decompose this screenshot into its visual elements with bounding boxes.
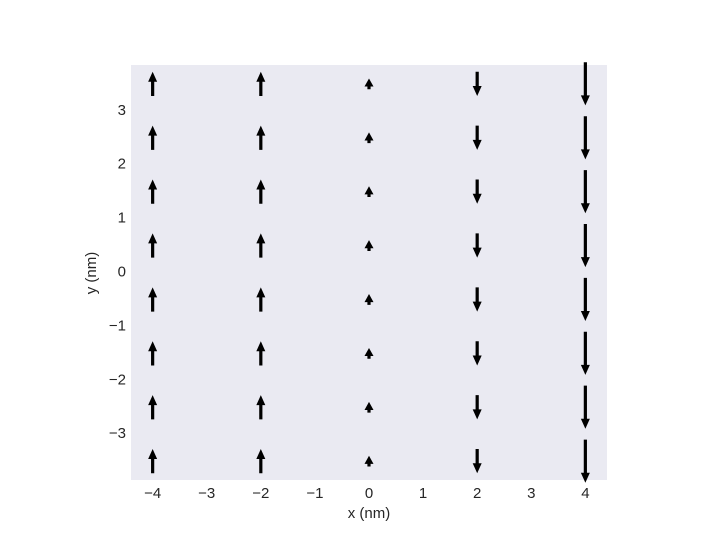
arrow	[364, 347, 374, 359]
y-tick-label: 1	[118, 210, 126, 227]
arrow	[580, 62, 590, 106]
arrow	[256, 449, 266, 474]
x-tick-label: 3	[527, 485, 535, 502]
arrow	[580, 331, 590, 375]
x-tick-label: 1	[419, 485, 427, 502]
x-axis-label: x (nm)	[348, 505, 391, 522]
arrow	[256, 287, 266, 312]
arrow	[256, 125, 266, 150]
arrow	[148, 71, 158, 96]
arrow	[364, 455, 374, 467]
arrow	[472, 71, 482, 96]
arrow	[472, 395, 482, 420]
y-axis-label: y (nm)	[83, 252, 100, 295]
arrow	[472, 341, 482, 366]
arrow	[148, 341, 158, 366]
y-tick-label: −1	[109, 317, 126, 334]
x-tick-label: −3	[198, 485, 215, 502]
arrow	[148, 395, 158, 420]
arrow	[580, 385, 590, 429]
arrow	[148, 125, 158, 150]
arrow	[580, 170, 590, 214]
arrow	[364, 294, 374, 305]
arrow	[256, 395, 266, 420]
arrow	[256, 71, 266, 96]
arrow	[256, 179, 266, 204]
arrow	[148, 233, 158, 258]
x-tick-label: 2	[473, 485, 481, 502]
y-tick-label: 0	[118, 263, 126, 280]
arrow	[148, 179, 158, 204]
x-tick-label: 0	[365, 485, 373, 502]
arrow	[472, 287, 482, 312]
x-tick-label: −1	[306, 485, 323, 502]
arrow	[580, 277, 590, 322]
arrow	[364, 78, 374, 90]
arrow	[580, 116, 590, 160]
y-tick-label: −2	[109, 371, 126, 388]
arrow	[148, 287, 158, 312]
arrow	[472, 125, 482, 150]
arrow	[364, 132, 374, 144]
arrow	[472, 449, 482, 474]
arrow	[256, 233, 266, 258]
x-tick-label: −4	[144, 485, 161, 502]
arrow	[472, 179, 482, 204]
y-tick-label: 2	[118, 156, 126, 173]
arrow	[364, 401, 374, 413]
arrow	[148, 449, 158, 474]
arrow	[364, 240, 374, 251]
arrow	[580, 439, 590, 483]
y-tick-label: −3	[109, 425, 126, 442]
arrow	[256, 341, 266, 366]
y-tick-label: 3	[118, 102, 126, 119]
plot-area	[131, 65, 607, 480]
arrow	[472, 233, 482, 258]
x-tick-label: 4	[581, 485, 589, 502]
x-tick-label: −2	[252, 485, 269, 502]
arrow	[364, 186, 374, 198]
arrow	[580, 223, 590, 268]
